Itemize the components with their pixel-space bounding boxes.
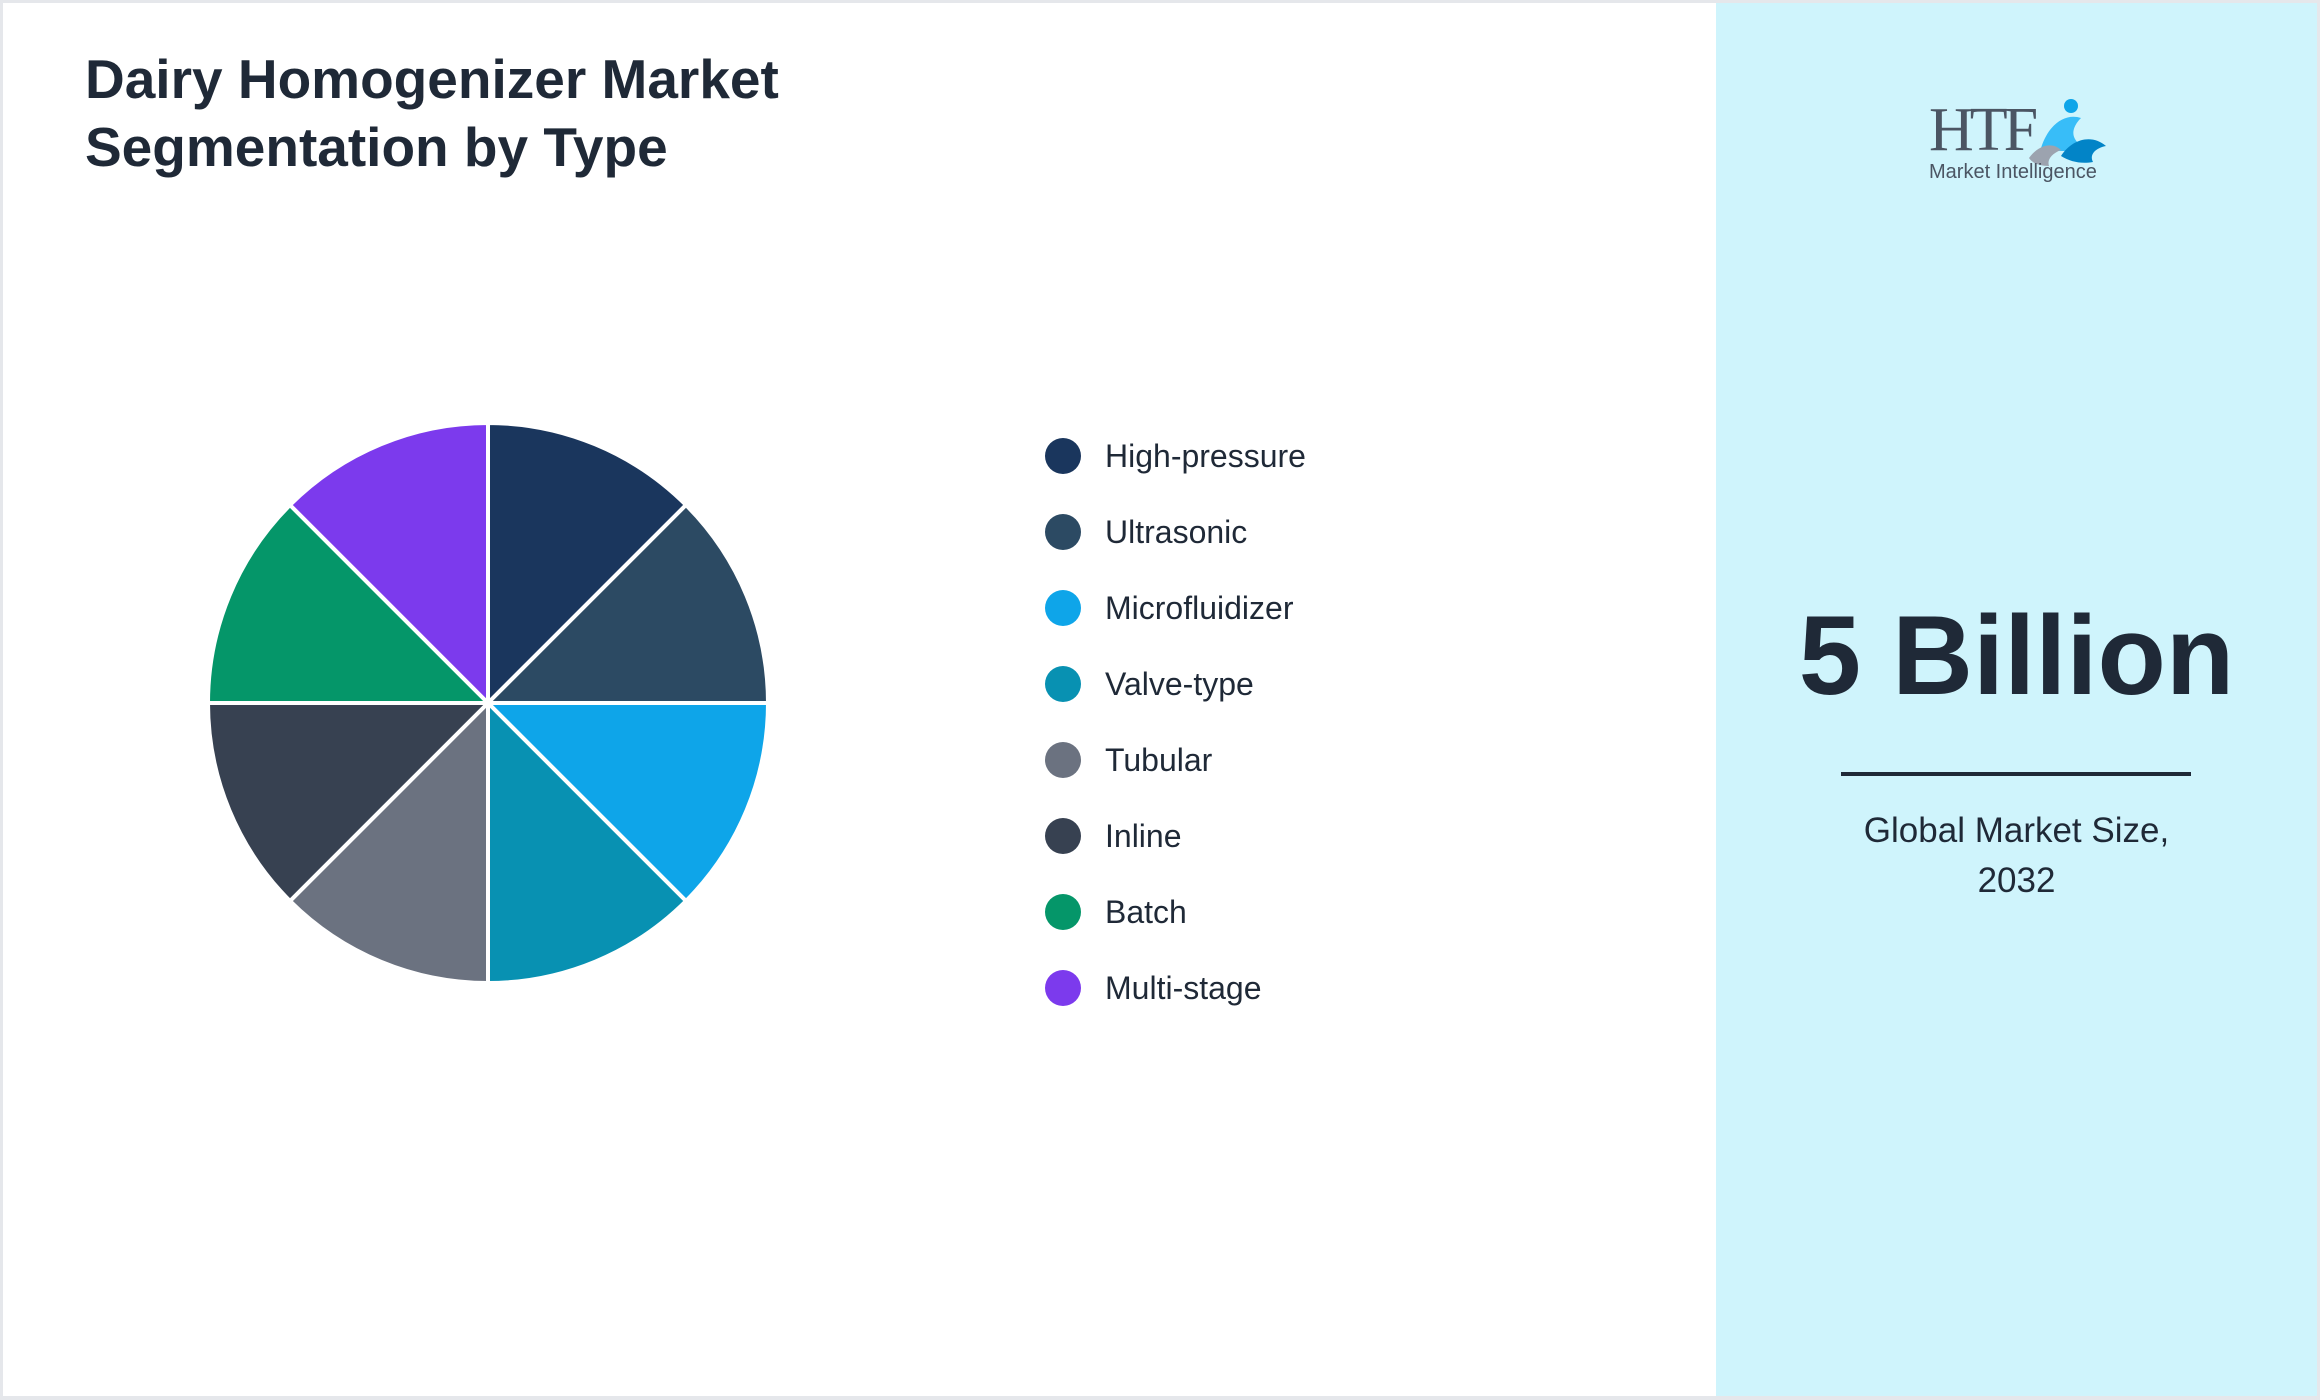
- legend-item-microfluidizer: Microfluidizer: [1045, 570, 1306, 646]
- legend-swatch-tubular: [1045, 742, 1081, 778]
- pie-slice-microfluidizer: [483, 701, 771, 904]
- pie-slice-valve-type: [486, 698, 689, 986]
- legend-label-valve-type: Valve-type: [1105, 665, 1254, 702]
- legend-item-tubular: Tubular: [1045, 722, 1306, 798]
- legend-label-batch: Batch: [1105, 893, 1187, 930]
- pie-slice-tubular: [287, 698, 490, 986]
- legend-swatch-batch: [1045, 894, 1081, 930]
- pie-slice-ultrasonic: [483, 502, 771, 705]
- legend-item-inline: Inline: [1045, 798, 1306, 874]
- pie-slice-batch: [205, 502, 493, 705]
- chart-title-line-2: Segmentation by Type: [85, 116, 668, 178]
- legend-item-batch: Batch: [1045, 874, 1306, 950]
- htf-logo-wordmark: HTF: [1929, 96, 2037, 164]
- htf-logo-subtitle: Market Intelligence: [1929, 161, 2097, 183]
- pie-slice-multi-stage: [287, 420, 490, 708]
- legend-item-high-pressure: High-pressure: [1045, 418, 1306, 494]
- htf-logo: HTF Market Intelligence: [1929, 96, 2106, 183]
- divider: [1841, 772, 2191, 776]
- legend-label-microfluidizer: Microfluidizer: [1105, 589, 1294, 626]
- market-size-panel: HTF Market Intelligence 5 Billion Global…: [1716, 3, 2317, 1396]
- legend-label-multi-stage: Multi-stage: [1105, 969, 1262, 1006]
- legend-swatch-valve-type: [1045, 666, 1081, 702]
- legend-label-high-pressure: High-pressure: [1105, 437, 1306, 474]
- legend-item-multi-stage: Multi-stage: [1045, 950, 1306, 1026]
- pie-slice-high-pressure: [486, 420, 689, 708]
- market-size-caption-line-2: 2032: [1977, 861, 2056, 900]
- chart-legend: High-pressure Ultrasonic Microfluidizer Val…: [1045, 418, 1306, 1026]
- pie-slice-inline: [205, 701, 493, 904]
- chart-title: Dairy Homogenizer Market Segmentation by…: [85, 45, 985, 181]
- pie-chart: [205, 420, 771, 986]
- market-size-caption-line-1: Global Market Size,: [1863, 811, 2170, 850]
- chart-card: Dairy Homogenizer Market Segmentation by…: [3, 3, 2317, 1396]
- legend-swatch-inline: [1045, 818, 1081, 854]
- legend-item-ultrasonic: Ultrasonic: [1045, 494, 1306, 570]
- legend-swatch-multi-stage: [1045, 970, 1081, 1006]
- legend-label-tubular: Tubular: [1105, 741, 1213, 778]
- market-size-value: 5 Billion: [1798, 593, 2235, 718]
- legend-swatch-high-pressure: [1045, 438, 1081, 474]
- chart-title-line-1: Dairy Homogenizer Market: [85, 48, 779, 110]
- legend-item-valve-type: Valve-type: [1045, 646, 1306, 722]
- legend-label-inline: Inline: [1105, 817, 1182, 854]
- legend-swatch-ultrasonic: [1045, 514, 1081, 550]
- legend-swatch-microfluidizer: [1045, 590, 1081, 626]
- market-size-caption: Global Market Size, 2032: [1716, 806, 2317, 906]
- legend-label-ultrasonic: Ultrasonic: [1105, 513, 1248, 550]
